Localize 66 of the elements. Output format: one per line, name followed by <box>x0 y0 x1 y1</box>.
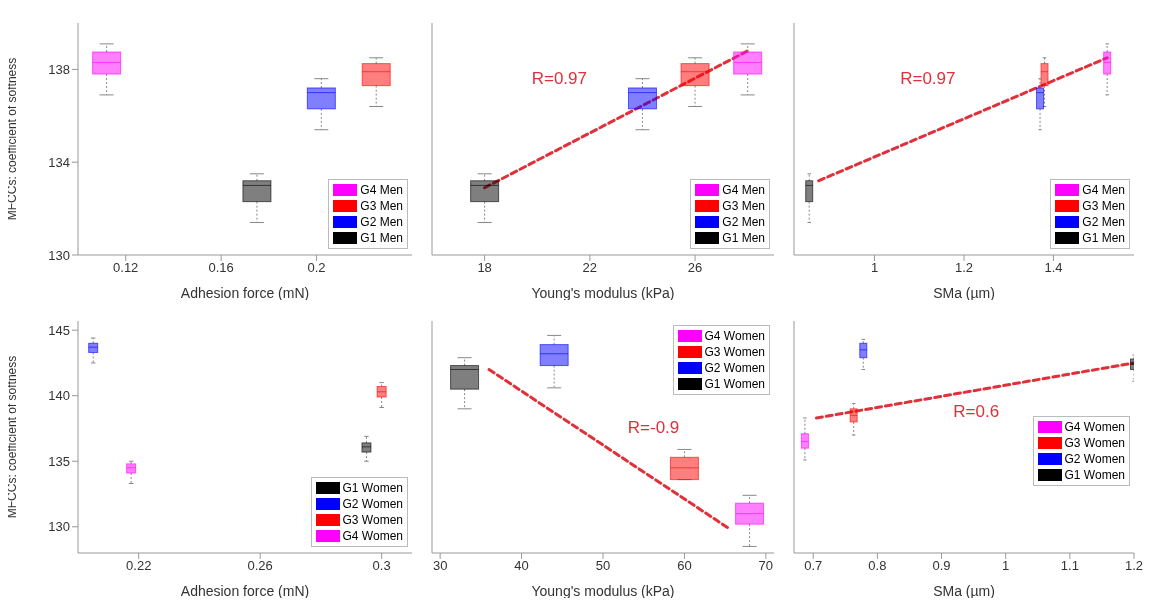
x-axis-title: SMa (µm) <box>933 583 995 599</box>
legend-label: G3 Women <box>1064 435 1125 451</box>
x-tick-label: 1.2 <box>1124 558 1144 574</box>
y-tick-label: 135 <box>48 453 70 469</box>
annotation: R=0.6 <box>953 402 1000 423</box>
legend-label: G1 Men <box>360 230 403 246</box>
legend-label: G2 Women <box>1064 451 1125 467</box>
annotation: R=0.97 <box>531 69 587 90</box>
y-tick-label: 130 <box>48 247 70 263</box>
legend-label: G1 Men <box>1082 230 1125 246</box>
x-axis-title: Adhesion force (mN) <box>180 285 310 301</box>
legend-label: G1 Women <box>342 480 403 496</box>
x-tick-label: 0.9 <box>932 558 951 574</box>
x-tick-label: 40 <box>514 558 529 574</box>
x-tick-label: 0.3 <box>372 558 391 574</box>
legend-label: G3 Women <box>342 512 403 528</box>
x-tick-label: 0.16 <box>208 260 234 276</box>
legend-label: G3 Women <box>704 344 765 360</box>
x-tick-label: 60 <box>677 558 692 574</box>
legend-label: G2 Men <box>1082 214 1125 230</box>
legend-label: G4 Women <box>704 328 765 344</box>
x-axis-title: Young's modulus (kPa) <box>531 583 675 599</box>
x-tick-label: 0.12 <box>113 260 139 276</box>
x-tick-label: 1.1 <box>1060 558 1079 574</box>
y-tick-label: 140 <box>48 388 70 404</box>
x-tick-label: 1 <box>870 260 879 276</box>
x-tick-label: 18 <box>477 260 492 276</box>
x-tick-label: 0.26 <box>247 558 273 574</box>
x-tick-label: 1.2 <box>954 260 974 276</box>
legend-label: G3 Men <box>722 198 765 214</box>
legend-label: G4 Men <box>360 182 403 198</box>
x-tick-label: 0.22 <box>126 558 152 574</box>
y-tick-label: 145 <box>48 322 70 338</box>
y-axis-title: MFCCs: coefficient of softness <box>5 355 20 519</box>
legend-label: G2 Men <box>360 214 403 230</box>
legend-label: G3 Men <box>360 198 403 214</box>
legend-label: G4 Women <box>1064 419 1125 435</box>
y-tick-label: 138 <box>48 62 70 78</box>
x-tick-label: 0.7 <box>804 558 823 574</box>
x-axis-title: Young's modulus (kPa) <box>531 285 675 301</box>
y-tick-label: 134 <box>48 154 70 170</box>
y-tick-label: 130 <box>48 519 70 535</box>
x-tick-label: 0.8 <box>868 558 887 574</box>
legend-label: G1 Women <box>704 376 765 392</box>
x-tick-label: 50 <box>595 558 611 574</box>
y-axis-title: MFCCs: coefficient of softness <box>5 57 20 221</box>
x-axis-title: Adhesion force (mN) <box>180 583 310 599</box>
x-axis-title: SMa (µm) <box>933 285 995 301</box>
legend-label: G2 Women <box>704 360 765 376</box>
legend-label: G1 Women <box>1064 467 1125 483</box>
x-tick-label: 30 <box>432 558 448 574</box>
x-tick-label: 70 <box>758 558 774 574</box>
legend-label: G1 Men <box>722 230 765 246</box>
x-tick-label: 22 <box>582 260 598 276</box>
annotation: R=-0.9 <box>627 418 680 439</box>
legend-label: G2 Men <box>722 214 765 230</box>
legend-label: G3 Men <box>1082 198 1125 214</box>
x-tick-label: 1 <box>1002 558 1010 574</box>
x-tick-label: 1.4 <box>1044 260 1063 276</box>
annotation: R=0.97 <box>900 69 956 90</box>
x-tick-label: 26 <box>687 260 703 276</box>
legend-label: G4 Women <box>342 528 403 544</box>
legend-label: G4 Men <box>1082 182 1125 198</box>
x-tick-label: 0.2 <box>307 260 326 276</box>
legend-label: G2 Women <box>342 496 403 512</box>
legend-label: G4 Men <box>722 182 765 198</box>
